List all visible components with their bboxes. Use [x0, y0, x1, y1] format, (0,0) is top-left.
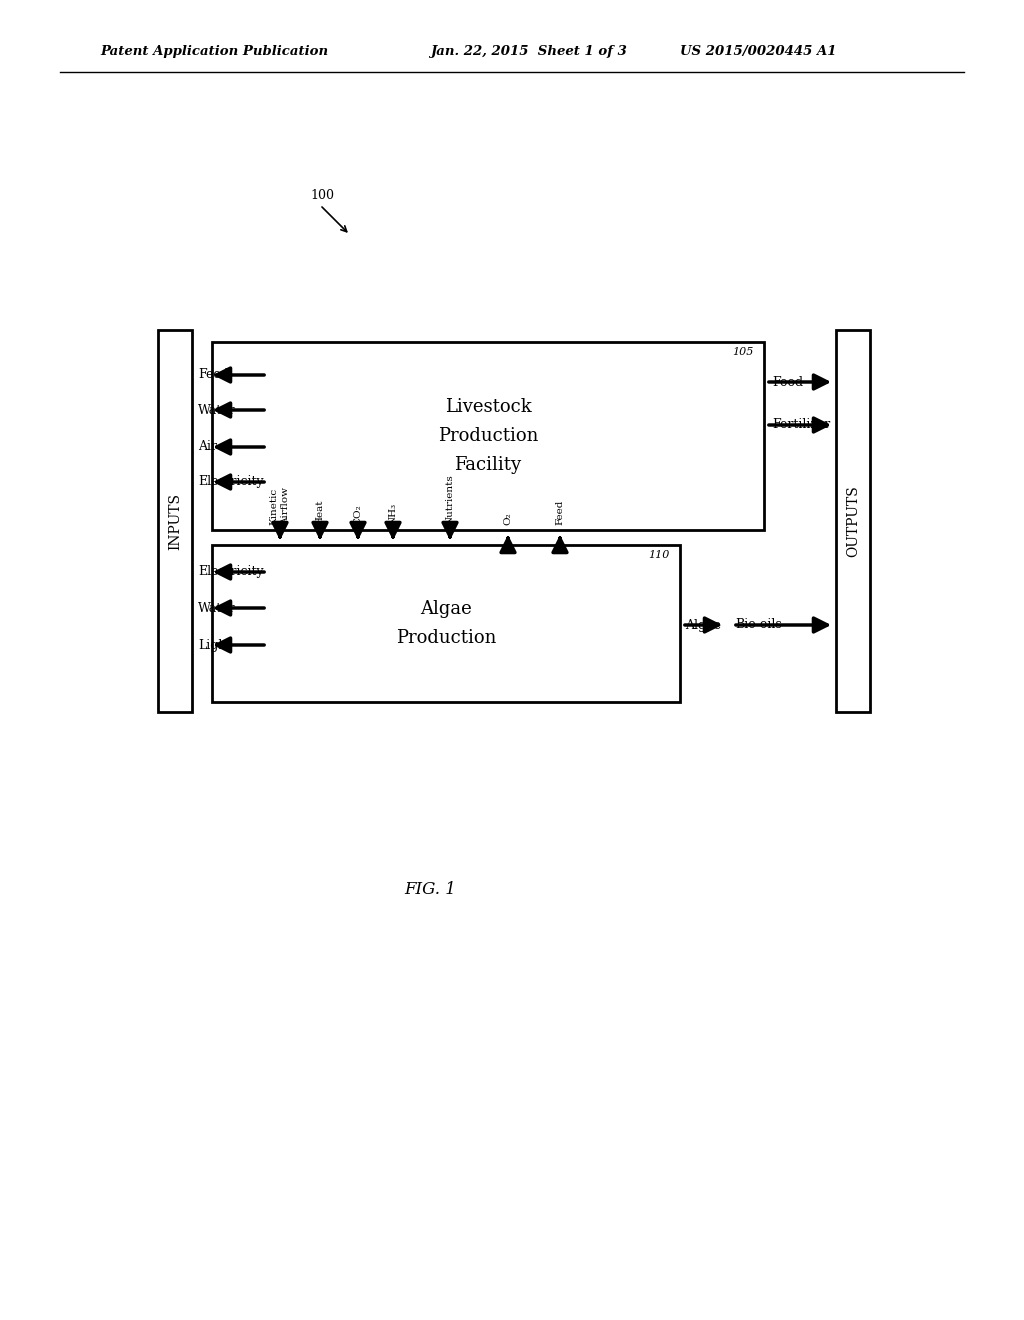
- Text: 100: 100: [310, 189, 334, 202]
- Text: Patent Application Publication: Patent Application Publication: [100, 45, 328, 58]
- Text: Feed: Feed: [555, 500, 564, 525]
- Text: Light: Light: [198, 639, 231, 652]
- Text: NH₃: NH₃: [388, 503, 397, 525]
- Bar: [212, 342, 764, 531]
- Text: Bio-oils: Bio-oils: [735, 619, 781, 631]
- Text: Water: Water: [198, 404, 236, 417]
- Text: US 2015/0020445 A1: US 2015/0020445 A1: [680, 45, 837, 58]
- Text: OUTPUTS: OUTPUTS: [846, 486, 860, 557]
- Bar: [158, 330, 193, 711]
- Text: 110: 110: [648, 550, 670, 560]
- Text: Fertilizer: Fertilizer: [772, 418, 830, 432]
- Text: FIG. 1: FIG. 1: [404, 882, 456, 899]
- Text: Heat: Heat: [315, 499, 325, 525]
- Text: Jan. 22, 2015  Sheet 1 of 3: Jan. 22, 2015 Sheet 1 of 3: [430, 45, 627, 58]
- Text: Nutrients: Nutrients: [445, 474, 455, 525]
- Text: Water: Water: [198, 602, 236, 615]
- Text: Food: Food: [772, 375, 803, 388]
- Text: Air: Air: [198, 441, 217, 454]
- Text: O₂: O₂: [504, 512, 512, 525]
- Text: INPUTS: INPUTS: [168, 492, 182, 549]
- Text: Kinetic
Airflow: Kinetic Airflow: [270, 487, 290, 525]
- Text: Feed: Feed: [198, 368, 229, 381]
- Text: Algae
Production: Algae Production: [396, 599, 497, 647]
- Bar: [836, 330, 870, 711]
- Text: Electricity: Electricity: [198, 565, 263, 578]
- Text: 105: 105: [732, 347, 754, 356]
- Bar: [212, 545, 680, 702]
- Text: Livestock
Production
Facility: Livestock Production Facility: [438, 397, 539, 474]
- Text: CO₂: CO₂: [353, 504, 362, 525]
- Text: Electricity: Electricity: [198, 475, 263, 488]
- Text: Algae: Algae: [685, 619, 721, 631]
